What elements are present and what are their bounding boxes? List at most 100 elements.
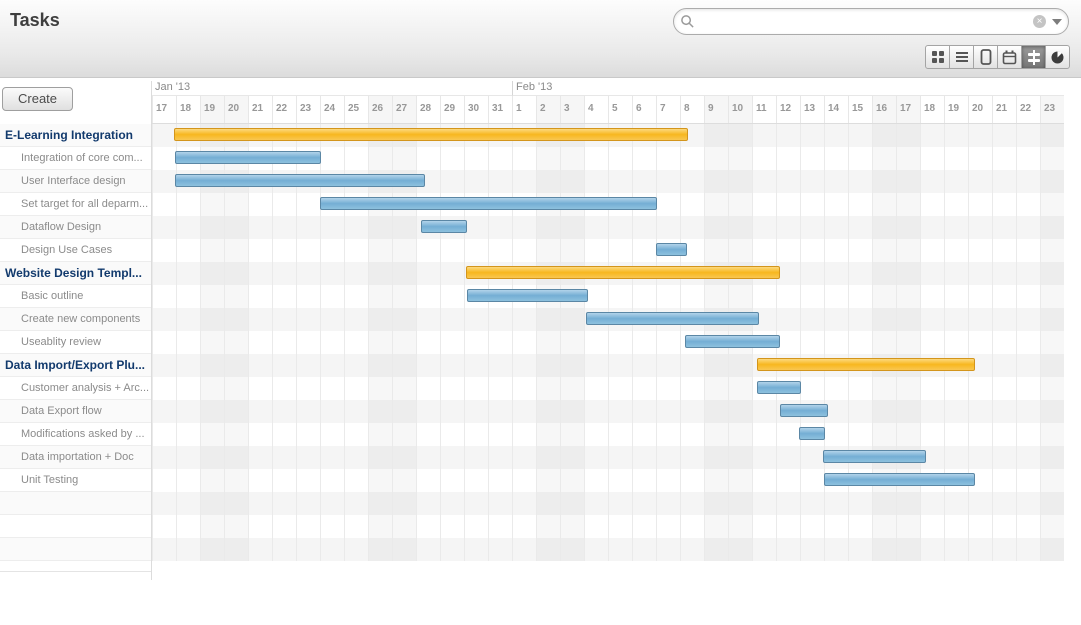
task-bar[interactable] — [799, 427, 825, 440]
task-row-label[interactable]: Create new components — [0, 308, 152, 331]
view-graph-button[interactable] — [1045, 45, 1070, 69]
gantt-chart-area — [152, 124, 1064, 561]
day-gridline — [1040, 124, 1064, 561]
day-gridline — [176, 124, 200, 561]
day-label: 13 — [800, 96, 824, 123]
day-label: 20 — [224, 96, 248, 123]
task-row-label[interactable]: Design Use Cases — [0, 239, 152, 262]
task-row-label[interactable]: Data Import/Export Plu... — [0, 354, 152, 377]
day-label: 22 — [1016, 96, 1040, 123]
task-row-label[interactable]: Dataflow Design — [0, 216, 152, 239]
search-icon — [681, 15, 694, 28]
day-label: 1 — [512, 96, 536, 123]
task-bar[interactable] — [685, 335, 780, 348]
day-gridline — [968, 124, 992, 561]
task-bar[interactable] — [175, 174, 425, 187]
day-label: 21 — [248, 96, 272, 123]
day-gridline — [848, 124, 872, 561]
day-gridline — [464, 124, 488, 561]
day-label: 23 — [296, 96, 320, 123]
task-row-label[interactable]: Modifications asked by ... — [0, 423, 152, 446]
task-list-sidebar: E-Learning Integration Integration of cor… — [0, 124, 152, 561]
task-bar[interactable] — [320, 197, 657, 210]
day-label: 17 — [896, 96, 920, 123]
day-gridline — [536, 124, 560, 561]
day-gridline — [512, 124, 536, 561]
day-label: 29 — [440, 96, 464, 123]
day-label: 18 — [920, 96, 944, 123]
task-bar[interactable] — [757, 381, 801, 394]
day-label: 31 — [488, 96, 512, 123]
clear-search-icon[interactable]: × — [1033, 15, 1046, 28]
day-label: 16 — [872, 96, 896, 123]
task-bar[interactable] — [656, 243, 687, 256]
empty-row — [0, 515, 152, 538]
task-bar[interactable] — [780, 404, 828, 417]
day-gridline — [152, 124, 176, 561]
day-gridline — [824, 124, 848, 561]
kanban-icon — [931, 51, 944, 63]
view-switcher — [925, 45, 1070, 69]
task-bar[interactable] — [175, 151, 321, 164]
task-row-label[interactable]: Customer analysis + Arc... — [0, 377, 152, 400]
day-gridline — [200, 124, 224, 561]
day-label: 19 — [944, 96, 968, 123]
task-row-label[interactable]: Data Export flow — [0, 400, 152, 423]
day-gridline — [248, 124, 272, 561]
task-row-label[interactable]: User Interface design — [0, 170, 152, 193]
task-bar[interactable] — [467, 289, 588, 302]
day-gridline — [320, 124, 344, 561]
create-button[interactable]: Create — [2, 87, 74, 111]
task-row-label[interactable]: Data importation + Doc — [0, 446, 152, 469]
day-gridline — [392, 124, 416, 561]
task-bar[interactable] — [824, 473, 975, 486]
day-gridline — [872, 124, 896, 561]
task-row-label[interactable]: Unit Testing — [0, 469, 152, 492]
day-label: 2 — [536, 96, 560, 123]
day-label: 21 — [992, 96, 1016, 123]
task-row-label[interactable]: Set target for all deparm... — [0, 193, 152, 216]
search-input[interactable] — [695, 14, 1033, 29]
view-list-button[interactable] — [949, 45, 974, 69]
empty-row — [0, 492, 152, 515]
day-label: 28 — [416, 96, 440, 123]
day-label: 18 — [176, 96, 200, 123]
day-gridline — [368, 124, 392, 561]
group-bar[interactable] — [466, 266, 780, 279]
day-label: 24 — [320, 96, 344, 123]
search-box[interactable]: × — [673, 8, 1069, 35]
day-label: 10 — [728, 96, 752, 123]
task-row-label[interactable]: Integration of core com... — [0, 147, 152, 170]
day-gridline — [920, 124, 944, 561]
task-row-label[interactable]: Useablity review — [0, 331, 152, 354]
search-dropdown-caret-icon[interactable] — [1052, 18, 1062, 25]
day-label: 20 — [968, 96, 992, 123]
view-kanban-button[interactable] — [925, 45, 950, 69]
day-gridline — [488, 124, 512, 561]
page-title: Tasks — [10, 10, 60, 30]
view-gantt-button[interactable] — [1021, 45, 1046, 69]
task-row-label[interactable]: Website Design Templ... — [0, 262, 152, 285]
day-label: 26 — [368, 96, 392, 123]
day-gridline — [296, 124, 320, 561]
day-label: 25 — [344, 96, 368, 123]
task-bar[interactable] — [823, 450, 926, 463]
day-gridline — [224, 124, 248, 561]
day-label: 5 — [608, 96, 632, 123]
group-bar[interactable] — [174, 128, 688, 141]
task-row-label[interactable]: Basic outline — [0, 285, 152, 308]
calendar-icon — [1002, 50, 1017, 64]
group-bar[interactable] — [757, 358, 975, 371]
day-gridline — [992, 124, 1016, 561]
task-bar[interactable] — [421, 220, 467, 233]
day-label: 23 — [1040, 96, 1064, 123]
task-row-label[interactable]: E-Learning Integration — [0, 124, 152, 147]
day-label: 9 — [704, 96, 728, 123]
day-gridline — [632, 124, 656, 561]
day-label: 22 — [272, 96, 296, 123]
task-bar[interactable] — [586, 312, 759, 325]
day-label: 11 — [752, 96, 776, 123]
sidebar-divider — [151, 81, 152, 580]
view-form-button[interactable] — [973, 45, 998, 69]
view-calendar-button[interactable] — [997, 45, 1022, 69]
